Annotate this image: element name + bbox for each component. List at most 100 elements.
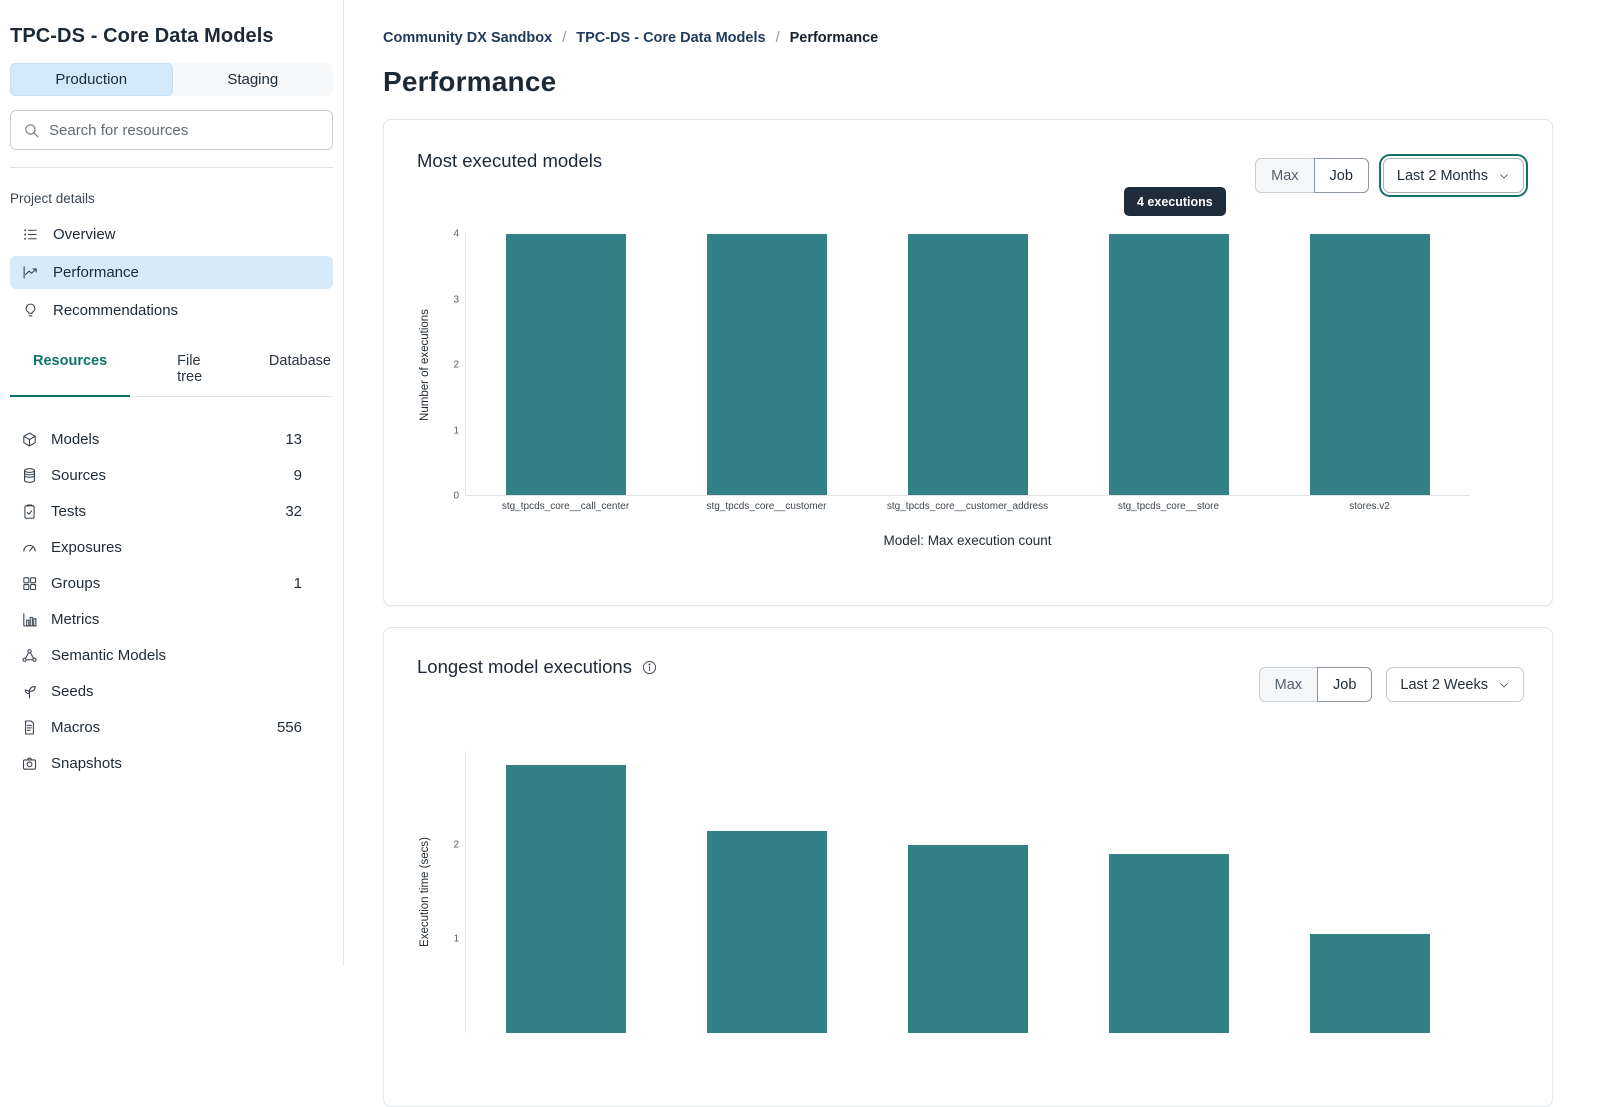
bar-slot — [667, 751, 868, 1033]
sidebar-item-semantic-models[interactable]: Semantic Models — [10, 637, 333, 673]
x-tick-label: stg_tpcds_core__customer_address — [886, 501, 1049, 512]
bar-stg_tpcds_core__store[interactable] — [1108, 234, 1229, 495]
sidebar: TPC-DS - Core Data Models Production Sta… — [0, 0, 344, 966]
environment-toggle: Production Staging — [10, 63, 333, 96]
resource-list: Models 13 Sources 9 Tests 32 Exposures G… — [10, 421, 333, 781]
bar-1[interactable] — [707, 830, 828, 1033]
bar-slot — [1269, 234, 1470, 495]
x-tick-label: stores.v2 — [1349, 501, 1390, 512]
project-details-label: Project details — [10, 191, 95, 206]
bar-slot — [868, 751, 1069, 1033]
resource-count: 1 — [293, 574, 302, 592]
breadcrumb-link-project[interactable]: TPC-DS - Core Data Models — [576, 30, 766, 46]
sidebar-item-macros[interactable]: Macros 556 — [10, 709, 333, 745]
sidebar-item-overview[interactable]: Overview — [10, 218, 333, 251]
breadcrumb-separator: / — [775, 30, 780, 46]
max-job-toggle: Max Job — [1255, 158, 1369, 193]
trend-chart-icon — [21, 264, 39, 281]
search-input[interactable] — [49, 121, 320, 139]
camera-icon — [20, 755, 38, 772]
bar-stg_tpcds_core__call_center[interactable] — [506, 234, 627, 495]
resource-label: Snapshots — [51, 754, 122, 772]
bar-slot — [868, 234, 1069, 495]
search-icon — [23, 122, 40, 139]
tab-database[interactable]: Database — [268, 353, 331, 369]
tab-resources[interactable]: Resources — [10, 353, 131, 397]
max-button[interactable]: Max — [1255, 158, 1315, 193]
sidebar-item-performance[interactable]: Performance — [10, 256, 333, 289]
tab-file-tree[interactable]: File tree — [177, 353, 203, 385]
resource-label: Sources — [51, 466, 107, 484]
date-range-dropdown[interactable]: Last 2 Months — [1382, 158, 1524, 193]
document-icon — [20, 719, 38, 736]
chart-controls: Max Job Last 2 Weeks — [1258, 667, 1524, 702]
x-tick-label: stg_tpcds_core__customer — [706, 501, 827, 512]
date-range-label: Last 2 Months — [1396, 167, 1488, 184]
card-title: Longest model executions — [417, 656, 632, 677]
resource-label: Groups — [51, 574, 101, 592]
info-icon[interactable] — [641, 659, 658, 676]
job-button[interactable]: Job — [1317, 667, 1373, 702]
job-button[interactable]: Job — [1313, 158, 1369, 193]
sidebar-item-sources[interactable]: Sources 9 — [10, 457, 333, 493]
sidebar-item-label: Recommendations — [53, 302, 179, 319]
sidebar-item-seeds[interactable]: Seeds — [10, 673, 333, 709]
grid-icon — [20, 575, 38, 592]
production-tab[interactable]: Production — [10, 63, 173, 96]
date-range-dropdown[interactable]: Last 2 Weeks — [1386, 667, 1524, 702]
resource-count: 13 — [285, 430, 302, 448]
staging-tab[interactable]: Staging — [173, 63, 334, 96]
y-tick: 1 — [453, 933, 459, 945]
y-axis-label: Number of executions — [419, 309, 431, 421]
gauge-icon — [20, 539, 38, 556]
y-tick: 0 — [453, 490, 459, 502]
breadcrumb: Community DX Sandbox / TPC-DS - Core Dat… — [383, 30, 1621, 46]
sidebar-divider — [10, 167, 333, 168]
max-button[interactable]: Max — [1258, 667, 1319, 702]
longest-model-executions-card: Longest model executions Max Job Last 2 … — [383, 627, 1553, 1107]
resource-count: 32 — [285, 502, 302, 520]
search-box[interactable] — [10, 110, 333, 150]
sidebar-item-recommendations[interactable]: Recommendations — [10, 294, 333, 327]
breadcrumb-separator: / — [562, 30, 567, 46]
chart-controls: Max Job Last 2 Months — [1255, 158, 1524, 193]
sidebar-item-exposures[interactable]: Exposures — [10, 529, 333, 565]
bar-3[interactable] — [1108, 854, 1229, 1033]
resource-label: Seeds — [51, 682, 94, 700]
y-tick: 3 — [453, 294, 459, 305]
sidebar-item-metrics[interactable]: Metrics — [10, 601, 333, 637]
bar-0[interactable] — [506, 765, 627, 1033]
sidebar-item-models[interactable]: Models 13 — [10, 421, 333, 457]
bar-stg_tpcds_core__customer_address[interactable] — [907, 234, 1028, 495]
sidebar-item-label: Overview — [53, 226, 116, 243]
y-tick: 2 — [453, 839, 459, 851]
sidebar-item-tests[interactable]: Tests 32 — [10, 493, 333, 529]
database-icon — [20, 467, 38, 484]
x-tick-label: stg_tpcds_core__call_center — [501, 501, 630, 512]
breadcrumb-current: Performance — [789, 30, 879, 46]
bar-2[interactable] — [907, 845, 1028, 1033]
bar-stores.v2[interactable] — [1309, 234, 1430, 495]
x-tick-label: stg_tpcds_core__store — [1117, 501, 1220, 512]
main-content: Community DX Sandbox / TPC-DS - Core Dat… — [345, 0, 1621, 1107]
x-axis-labels: stg_tpcds_core__call_center stg_tpcds_cor… — [465, 501, 1470, 512]
resource-count: 9 — [293, 466, 302, 484]
bar-slot — [466, 234, 667, 495]
bar-slot — [1068, 751, 1269, 1033]
resource-count: 556 — [276, 718, 302, 736]
most-executed-models-card: Most executed models Max Job Last 2 Mont… — [383, 119, 1553, 606]
sidebar-item-snapshots[interactable]: Snapshots — [10, 745, 333, 781]
bar-slot — [466, 751, 667, 1033]
sidebar-item-label: Performance — [53, 264, 139, 281]
breadcrumb-link-account[interactable]: Community DX Sandbox — [383, 30, 553, 46]
y-tick: 1 — [453, 425, 459, 436]
sidebar-item-groups[interactable]: Groups 1 — [10, 565, 333, 601]
bar-chart-most-executed: Number of executions 0 1 2 3 4 — [417, 229, 1519, 502]
bar-stg_tpcds_core__customer[interactable] — [707, 234, 828, 495]
bar-4[interactable] — [1309, 934, 1430, 1033]
y-axis-ticks: 0 1 2 3 4 — [443, 229, 465, 502]
project-nav: Overview Performance Recommendations — [10, 218, 333, 327]
bar-slot — [1269, 751, 1470, 1033]
